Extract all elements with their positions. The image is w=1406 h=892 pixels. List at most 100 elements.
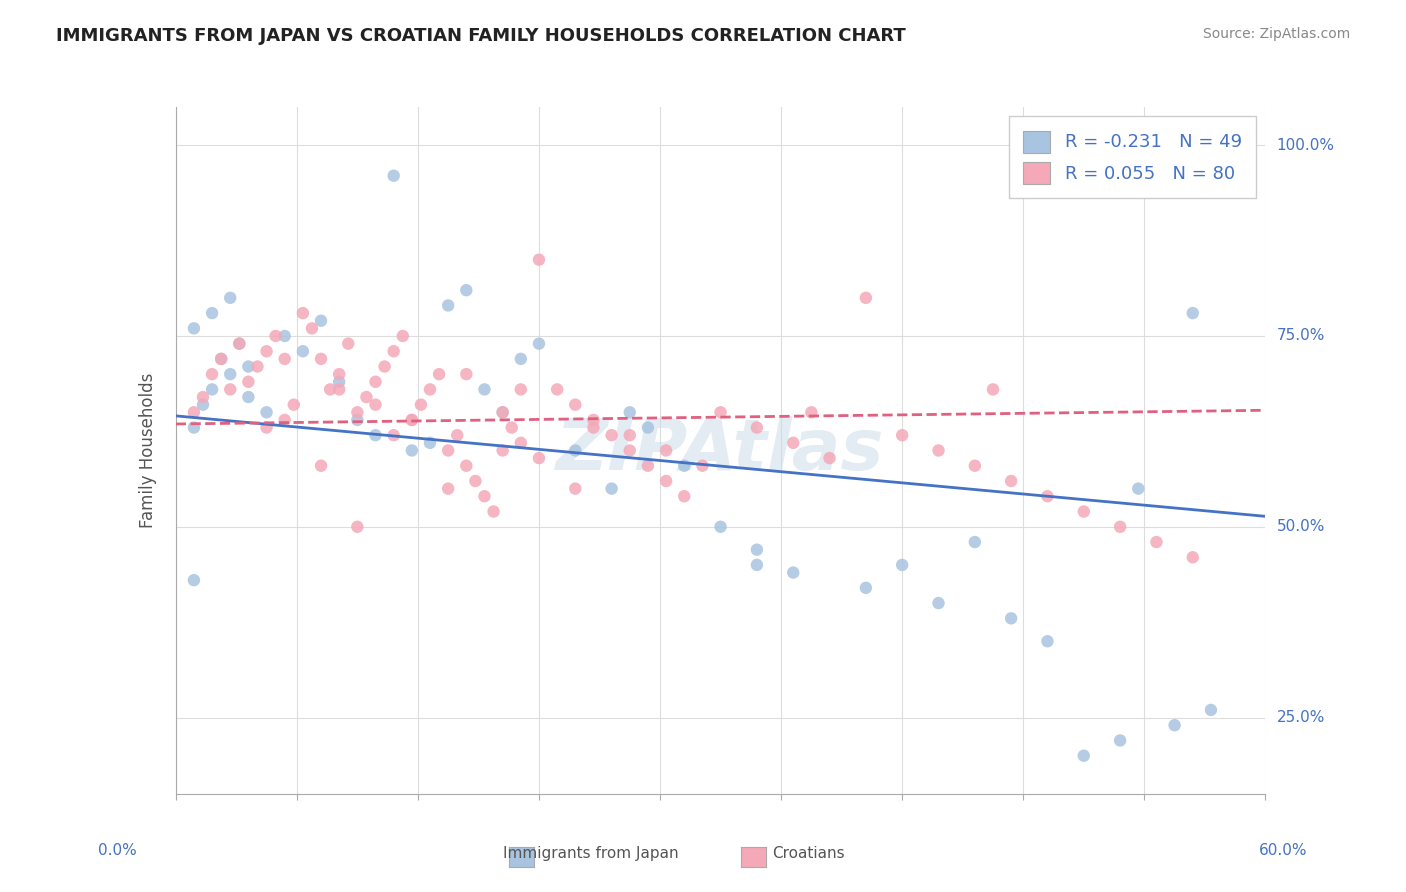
Point bbox=[1109, 733, 1132, 747]
Point bbox=[509, 351, 531, 366]
Point bbox=[219, 383, 242, 397]
Point bbox=[382, 169, 405, 183]
Point bbox=[655, 443, 678, 458]
Point bbox=[228, 336, 250, 351]
Point bbox=[238, 375, 260, 389]
Y-axis label: Family Households: Family Households bbox=[139, 373, 157, 528]
Point bbox=[564, 482, 586, 496]
Point bbox=[745, 542, 768, 557]
Text: IMMIGRANTS FROM JAPAN VS CROATIAN FAMILY HOUSEHOLDS CORRELATION CHART: IMMIGRANTS FROM JAPAN VS CROATIAN FAMILY… bbox=[56, 27, 905, 45]
Point bbox=[437, 482, 460, 496]
Point bbox=[364, 375, 387, 389]
Point bbox=[283, 398, 305, 412]
Point bbox=[637, 420, 659, 434]
Point bbox=[364, 428, 387, 442]
Text: 0.0%: 0.0% bbox=[98, 843, 138, 858]
Point bbox=[710, 405, 733, 419]
Point bbox=[509, 435, 531, 450]
Point bbox=[401, 413, 423, 427]
Point bbox=[1163, 718, 1185, 732]
Point bbox=[891, 428, 914, 442]
Point bbox=[501, 420, 523, 434]
Point bbox=[1199, 703, 1222, 717]
Point bbox=[382, 428, 405, 442]
Point bbox=[1109, 520, 1132, 534]
Point bbox=[1073, 504, 1095, 518]
Point bbox=[356, 390, 378, 404]
Point bbox=[274, 351, 297, 366]
Point bbox=[401, 413, 423, 427]
Point bbox=[855, 581, 877, 595]
Text: 75.0%: 75.0% bbox=[1277, 328, 1324, 343]
Point bbox=[582, 413, 605, 427]
Point bbox=[673, 458, 696, 473]
Point bbox=[183, 573, 205, 587]
Point bbox=[474, 383, 496, 397]
Point bbox=[209, 351, 232, 366]
Text: 100.0%: 100.0% bbox=[1277, 137, 1334, 153]
Point bbox=[183, 420, 205, 434]
Point bbox=[527, 252, 550, 267]
Point bbox=[1181, 306, 1204, 320]
Point bbox=[246, 359, 269, 374]
Point bbox=[264, 329, 287, 343]
Point bbox=[301, 321, 323, 335]
Point bbox=[655, 474, 678, 488]
Text: Immigrants from Japan: Immigrants from Japan bbox=[503, 847, 678, 861]
Point bbox=[963, 535, 986, 549]
Point bbox=[464, 474, 486, 488]
Point bbox=[782, 435, 804, 450]
Point bbox=[183, 321, 205, 335]
Point bbox=[818, 451, 841, 466]
Point bbox=[437, 443, 460, 458]
Point bbox=[619, 405, 641, 419]
Point bbox=[564, 398, 586, 412]
Point bbox=[1146, 535, 1168, 549]
Point bbox=[346, 413, 368, 427]
Point bbox=[710, 520, 733, 534]
Point bbox=[274, 329, 297, 343]
Point bbox=[800, 405, 823, 419]
Point bbox=[456, 367, 478, 381]
Point bbox=[600, 482, 623, 496]
Point bbox=[745, 558, 768, 572]
Point bbox=[374, 359, 396, 374]
Point bbox=[219, 291, 242, 305]
Point bbox=[382, 344, 405, 359]
Point bbox=[582, 420, 605, 434]
Point bbox=[274, 413, 297, 427]
Point bbox=[337, 336, 360, 351]
Point bbox=[328, 375, 350, 389]
Point bbox=[527, 336, 550, 351]
Point bbox=[492, 443, 515, 458]
Point bbox=[855, 291, 877, 305]
Point bbox=[427, 367, 450, 381]
Point bbox=[256, 405, 278, 419]
Point bbox=[619, 428, 641, 442]
Point bbox=[482, 504, 505, 518]
Point bbox=[346, 405, 368, 419]
Legend: R = -0.231   N = 49, R = 0.055   N = 80: R = -0.231 N = 49, R = 0.055 N = 80 bbox=[1010, 116, 1257, 198]
Point bbox=[692, 458, 714, 473]
Point bbox=[191, 398, 214, 412]
Point bbox=[474, 489, 496, 503]
Point bbox=[291, 344, 314, 359]
Point bbox=[745, 420, 768, 434]
Point bbox=[391, 329, 413, 343]
Point bbox=[209, 351, 232, 366]
Point bbox=[928, 596, 950, 610]
Point bbox=[256, 344, 278, 359]
Point bbox=[673, 489, 696, 503]
Point bbox=[1036, 489, 1059, 503]
Point bbox=[219, 367, 242, 381]
Point bbox=[492, 405, 515, 419]
Text: 60.0%: 60.0% bbox=[1260, 843, 1308, 858]
Point bbox=[546, 383, 568, 397]
Point bbox=[1036, 634, 1059, 648]
Point bbox=[228, 336, 250, 351]
Point bbox=[456, 458, 478, 473]
Point bbox=[509, 383, 531, 397]
Text: ZIPAtlas: ZIPAtlas bbox=[557, 416, 884, 485]
Text: Source: ZipAtlas.com: Source: ZipAtlas.com bbox=[1202, 27, 1350, 41]
Point bbox=[419, 435, 441, 450]
